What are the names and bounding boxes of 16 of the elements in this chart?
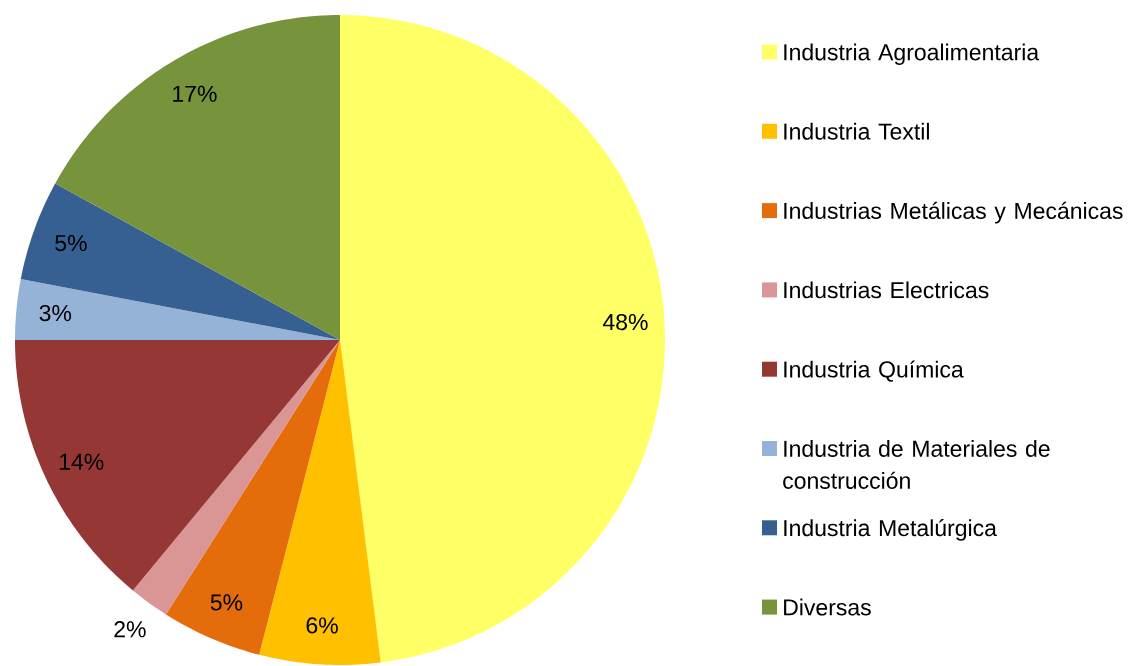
data-label: 5% <box>55 235 87 252</box>
legend-label: Industria Química <box>784 360 964 382</box>
legend-label: Industrias Electricas <box>784 281 989 299</box>
legend-label: Industria Metalúrgica <box>784 519 997 541</box>
data-label: 5% <box>210 594 243 611</box>
data-label: 6% <box>306 617 338 634</box>
legend-label: Diversas <box>784 598 871 616</box>
data-label: 48% <box>602 313 648 331</box>
data-label: 17% <box>173 85 217 102</box>
data-label: 14% <box>59 453 104 470</box>
legend-label: Industria Agroalimentaria <box>784 43 1040 65</box>
legend-label: Industrias Metálicas y Mecánicas <box>784 201 1123 224</box>
legend-label: Industria de Materiales de construcción <box>783 440 1050 489</box>
legend-label: Industria Textil <box>784 122 929 140</box>
data-label: 2% <box>114 621 146 638</box>
data-label: 3% <box>39 304 72 322</box>
